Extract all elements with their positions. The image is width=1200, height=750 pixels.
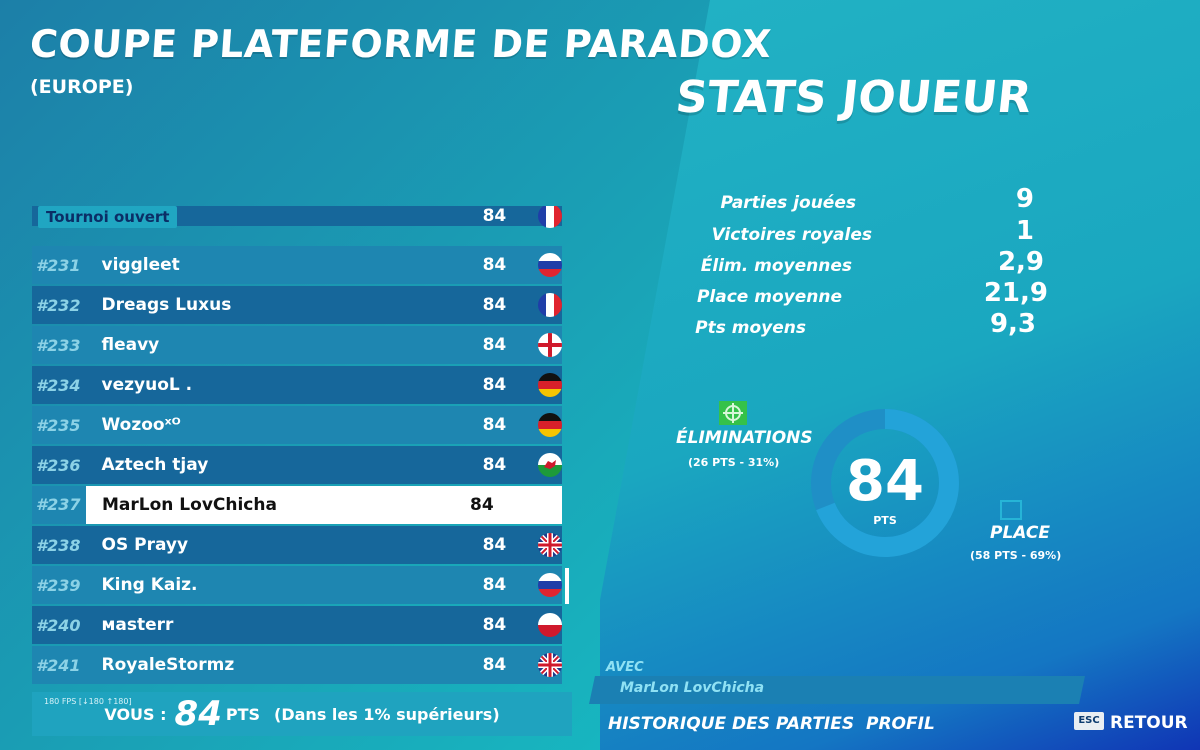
row-points: 84: [482, 455, 507, 475]
flag-icon: [538, 573, 562, 597]
stat-value-elims: 2,9: [997, 247, 1044, 277]
row-player-name: vezyuoL .: [101, 375, 193, 395]
tournament-type-tag: Tournoi ouvert: [38, 206, 178, 228]
row-rank: #241: [36, 655, 81, 675]
table-row[interactable]: #240 мasterr 84: [32, 606, 562, 644]
flag-icon: [538, 413, 562, 437]
my-points: 84: [174, 694, 222, 734]
row-points: 84: [482, 375, 507, 395]
row-player-name: Dreags Luxus: [101, 295, 232, 315]
row-points: 84: [482, 206, 507, 226]
party-label: AVEC: [606, 660, 644, 675]
stat-label-avg-points: Pts moyens: [695, 318, 806, 338]
table-row[interactable]: #239 King Kaiz. 84: [32, 566, 562, 604]
row-points: 84: [482, 575, 507, 595]
place-label: PLACE: [990, 523, 1051, 543]
flag-icon: [538, 533, 562, 557]
table-row[interactable]: #232 Dreags Luxus 84: [32, 286, 562, 324]
flag-icon: [538, 293, 562, 317]
table-row[interactable]: #233 fleavy 84: [32, 326, 562, 364]
leaderboard-scrollbar[interactable]: [565, 568, 569, 604]
points-breakdown-chart: 84 PTS: [811, 409, 959, 557]
row-player-name: fleavy: [101, 335, 160, 355]
row-points: 84: [470, 495, 494, 515]
tab-profile[interactable]: PROFIL: [866, 714, 935, 734]
flag-icon: [538, 653, 562, 677]
table-row[interactable]: #234 vezyuoL . 84: [32, 366, 562, 404]
percentile-note: (Dans les 1% supérieurs): [274, 704, 500, 724]
stat-value-games: 9: [1015, 184, 1034, 214]
row-points: 84: [482, 615, 507, 635]
row-rank: #234: [36, 375, 81, 395]
row-player-name: MarLon LovChicha: [102, 495, 277, 515]
row-points: 84: [482, 535, 507, 555]
stat-value-placement: 21,9: [983, 278, 1048, 308]
crosshair-icon: [719, 401, 747, 425]
stats-title: STATS JOUEUR: [673, 72, 1034, 123]
stat-value-wins: 1: [1015, 216, 1034, 246]
table-row[interactable]: #241 RoyaleStormz 84: [32, 646, 562, 684]
row-player-name: King Kaiz.: [101, 575, 198, 595]
fps-counter: 180 FPS [↓180 ↑180]: [44, 697, 132, 706]
row-rank: #240: [36, 615, 81, 635]
table-row[interactable]: #235 Wozooˣᴼ 84: [32, 406, 562, 444]
elim-label: ÉLIMINATIONS: [676, 428, 813, 448]
row-player-name: мasterr: [101, 615, 174, 635]
tournament-title: COUPE PLATEFORME DE PARADOX: [28, 22, 774, 66]
row-rank: #235: [36, 415, 81, 435]
row-points: 84: [482, 415, 507, 435]
row-points: 84: [482, 295, 507, 315]
esc-key-icon: ESC: [1074, 712, 1104, 730]
place-detail: (58 PTS - 69%): [970, 549, 1062, 562]
my-points-unit: PTS: [225, 704, 261, 724]
flag-icon: [538, 373, 562, 397]
tournament-region: (EUROPE): [30, 76, 134, 98]
stats-panel-background: [600, 0, 1200, 750]
row-player-name: viggleet: [101, 255, 180, 275]
total-points-unit: PTS: [873, 514, 897, 527]
place-arc: [811, 409, 959, 557]
row-points: 84: [482, 335, 507, 355]
row-rank: #237: [32, 486, 86, 524]
row-player-name: RoyaleStormz: [101, 655, 235, 675]
elim-detail: (26 PTS - 31%): [688, 456, 780, 469]
row-player-name: OS Prayy: [101, 535, 189, 555]
flag-icon: [538, 453, 562, 477]
row-rank: #238: [36, 535, 81, 555]
stat-label-elims: Élim. moyennes: [700, 256, 852, 276]
place-icon: [1000, 500, 1022, 520]
row-rank: #236: [36, 455, 81, 475]
vous-label: VOUS :: [104, 704, 167, 724]
table-row-current-player[interactable]: #237 MarLon LovChicha 84: [32, 486, 562, 524]
row-points: 84: [482, 255, 507, 275]
flag-icon: [538, 206, 562, 228]
flag-icon: [538, 333, 562, 357]
row-rank: #239: [36, 575, 81, 595]
row-rank: #233: [36, 335, 81, 355]
stat-label-wins: Victoires royales: [711, 225, 872, 245]
stat-label-games: Parties jouées: [720, 193, 856, 213]
flag-icon: [538, 613, 562, 637]
stat-label-placement: Place moyenne: [696, 287, 842, 307]
tab-match-history[interactable]: HISTORIQUE DES PARTIES: [608, 714, 855, 734]
table-row[interactable]: #231 viggleet 84: [32, 246, 562, 284]
back-button[interactable]: RETOUR: [1110, 713, 1188, 733]
table-row[interactable]: #238 OS Prayy 84: [32, 526, 562, 564]
row-rank: #231: [36, 255, 81, 275]
table-row[interactable]: #236 Aztech tjay 84: [32, 446, 562, 484]
row-points: 84: [482, 655, 507, 675]
row-player-name: Wozooˣᴼ: [101, 415, 181, 435]
stat-value-avg-points: 9,3: [989, 309, 1036, 339]
my-score-bar: VOUS : 84 PTS (Dans les 1% supérieurs): [32, 692, 572, 736]
total-points: 84: [846, 449, 924, 514]
flag-icon: [538, 253, 562, 277]
row-rank: #232: [36, 295, 81, 315]
party-member: MarLon LovChicha: [620, 680, 765, 696]
row-player-name: Aztech tjay: [101, 455, 209, 475]
leaderboard-list[interactable]: 84 #231 viggleet 84 #232 Dreags Luxus 84 #233 f…: [32, 206, 562, 690]
